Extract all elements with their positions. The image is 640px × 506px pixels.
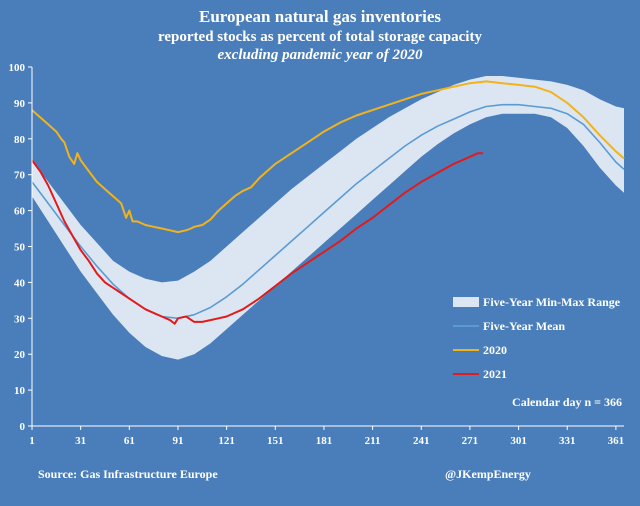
x-tick-label-331: 331 xyxy=(559,435,576,447)
plot-area: 0 10 20 30 40 50 60 70 80 90 100 1 31 61 91 121 151 181 21… xyxy=(9,62,625,447)
x-tick-label-91: 91 xyxy=(172,435,183,447)
x-tick-label-31: 31 xyxy=(75,435,86,447)
x-tick-label-361: 361 xyxy=(608,435,625,447)
series-line-2021 xyxy=(31,152,483,325)
legend-label-five-year-min-max-range: Five-Year Min-Max Range xyxy=(483,295,621,309)
y-tick-label-100: 100 xyxy=(9,62,26,74)
legend-swatch-five-year-min-max-range xyxy=(453,297,479,307)
y-tick-label-50: 50 xyxy=(14,242,26,254)
author-handle: @JKempEnergy xyxy=(445,467,531,481)
calendar-note: Calendar day n = 366 xyxy=(512,395,622,409)
chart-subtitle: reported stocks as percent of total stor… xyxy=(158,29,482,45)
x-tick-label-1: 1 xyxy=(29,435,35,447)
chart-subtitle-italic: excluding pandemic year of 2020 xyxy=(218,47,423,63)
y-tick-label-90: 90 xyxy=(14,98,26,110)
series-line-2020 xyxy=(31,80,625,234)
x-tick-label-181: 181 xyxy=(316,435,333,447)
y-tick-label-60: 60 xyxy=(14,206,26,218)
x-tick-label-151: 151 xyxy=(267,435,284,447)
y-tick-label-10: 10 xyxy=(14,385,26,397)
x-tick-label-61: 61 xyxy=(124,435,135,447)
x-tick-label-271: 271 xyxy=(462,435,479,447)
legend-label-2021: 2021 xyxy=(483,367,507,381)
legend-label-five-year-mean: Five-Year Mean xyxy=(483,319,565,333)
series-five-year-range-band xyxy=(32,76,624,360)
chart-title: European natural gas inventories xyxy=(199,7,441,26)
y-tick-label-80: 80 xyxy=(14,134,26,146)
legend-label-2020: 2020 xyxy=(483,343,507,357)
x-tick-label-301: 301 xyxy=(510,435,527,447)
x-tick-label-121: 121 xyxy=(218,435,235,447)
x-tick-label-241: 241 xyxy=(413,435,430,447)
source-note: Source: Gas Infrastructure Europe xyxy=(38,467,218,481)
y-tick-label-0: 0 xyxy=(20,421,26,433)
x-tick-label-211: 211 xyxy=(365,435,381,447)
y-tick-label-20: 20 xyxy=(14,349,26,361)
y-tick-label-40: 40 xyxy=(14,277,26,289)
y-tick-label-30: 30 xyxy=(14,313,26,325)
y-tick-label-70: 70 xyxy=(14,170,26,182)
